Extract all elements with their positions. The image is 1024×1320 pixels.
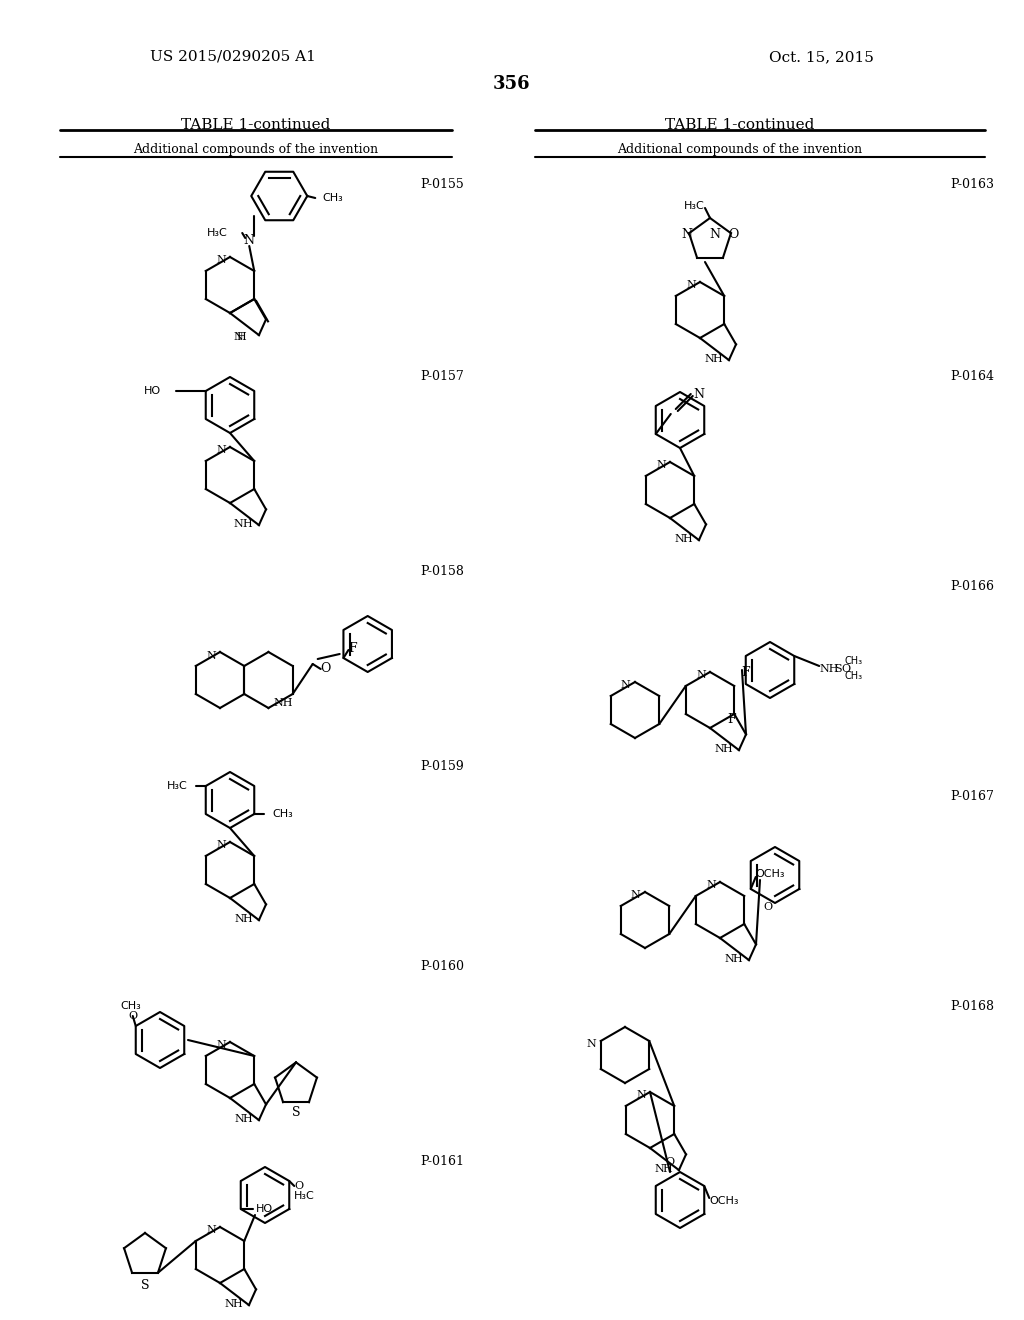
Text: N: N <box>686 280 696 290</box>
Text: F: F <box>348 642 357 655</box>
Text: S: S <box>292 1106 300 1119</box>
Text: P-0155: P-0155 <box>420 178 464 191</box>
Text: NH: NH <box>819 664 839 675</box>
Text: F: F <box>741 665 750 678</box>
Text: CH₃: CH₃ <box>844 671 862 681</box>
Text: P-0166: P-0166 <box>950 579 994 593</box>
Text: O: O <box>665 1158 674 1167</box>
Text: H₃C: H₃C <box>167 781 187 791</box>
Text: H: H <box>243 1114 252 1125</box>
Text: N: N <box>216 445 226 455</box>
Text: P-0158: P-0158 <box>420 565 464 578</box>
Text: N: N <box>710 228 721 242</box>
Text: N: N <box>725 954 734 964</box>
Text: H: H <box>663 1164 673 1173</box>
Text: P-0157: P-0157 <box>420 370 464 383</box>
Text: N: N <box>636 1090 646 1100</box>
Text: N: N <box>216 255 226 265</box>
Text: HO: HO <box>143 385 161 396</box>
Text: N: N <box>696 671 706 680</box>
Text: P-0163: P-0163 <box>950 178 994 191</box>
Text: N: N <box>681 228 692 242</box>
Text: H: H <box>243 519 252 529</box>
Text: P-0159: P-0159 <box>420 760 464 774</box>
Text: S: S <box>140 1279 150 1292</box>
Text: H₃C: H₃C <box>207 228 227 238</box>
Text: HO: HO <box>256 1204 272 1214</box>
Text: N: N <box>224 1299 234 1309</box>
Text: H: H <box>723 744 732 754</box>
Text: CH₃: CH₃ <box>844 656 862 667</box>
Text: H: H <box>683 535 692 544</box>
Text: P-0161: P-0161 <box>420 1155 464 1168</box>
Text: N: N <box>656 459 666 470</box>
Text: N: N <box>621 680 630 690</box>
Text: P-0164: P-0164 <box>950 370 994 383</box>
Text: H₃C: H₃C <box>294 1191 315 1201</box>
Text: CH₃: CH₃ <box>323 193 343 203</box>
Text: OCH₃: OCH₃ <box>756 869 785 879</box>
Text: H: H <box>732 954 742 964</box>
Text: O: O <box>294 1181 303 1191</box>
Text: N: N <box>234 913 245 924</box>
Text: H: H <box>713 354 722 364</box>
Text: O: O <box>728 228 738 242</box>
Text: N: N <box>206 1225 216 1236</box>
Text: N: N <box>707 880 716 890</box>
Text: TABLE 1-continued: TABLE 1-continued <box>181 117 331 132</box>
Text: N: N <box>586 1039 596 1049</box>
Text: O: O <box>763 902 772 912</box>
Text: N: N <box>206 651 216 661</box>
Text: N: N <box>654 1164 665 1173</box>
Text: H₃C: H₃C <box>684 201 705 211</box>
Text: F: F <box>727 713 736 726</box>
Text: N: N <box>216 840 226 850</box>
Text: N: N <box>216 1040 226 1049</box>
Text: US 2015/0290205 A1: US 2015/0290205 A1 <box>150 50 315 63</box>
Text: 356: 356 <box>494 75 530 92</box>
Text: N: N <box>715 744 724 754</box>
Text: Additional compounds of the invention: Additional compounds of the invention <box>617 143 862 156</box>
Text: N: N <box>630 890 640 900</box>
Text: CH₃: CH₃ <box>121 1001 141 1011</box>
Text: H: H <box>232 1299 243 1309</box>
Text: S: S <box>835 664 842 675</box>
Text: Additional compounds of the invention: Additional compounds of the invention <box>133 143 379 156</box>
Text: NH: NH <box>273 698 293 708</box>
Text: P-0168: P-0168 <box>950 1001 994 1012</box>
Text: TABLE 1-continued: TABLE 1-continued <box>666 117 815 132</box>
Text: O: O <box>321 663 331 676</box>
Text: N: N <box>244 235 255 248</box>
Text: N: N <box>705 354 715 364</box>
Text: P-0167: P-0167 <box>950 789 994 803</box>
Text: N: N <box>234 1114 245 1125</box>
Text: H: H <box>237 333 247 342</box>
Text: O: O <box>128 1011 137 1020</box>
Text: CH₃: CH₃ <box>272 809 293 818</box>
Text: N: N <box>233 333 244 342</box>
Text: Oct. 15, 2015: Oct. 15, 2015 <box>769 50 874 63</box>
Text: OCH₃: OCH₃ <box>710 1196 738 1206</box>
Text: N: N <box>233 519 244 529</box>
Text: H: H <box>243 913 252 924</box>
Text: P-0160: P-0160 <box>420 960 464 973</box>
Text: N: N <box>693 388 705 400</box>
Text: O: O <box>842 664 850 675</box>
Text: N: N <box>675 535 684 544</box>
